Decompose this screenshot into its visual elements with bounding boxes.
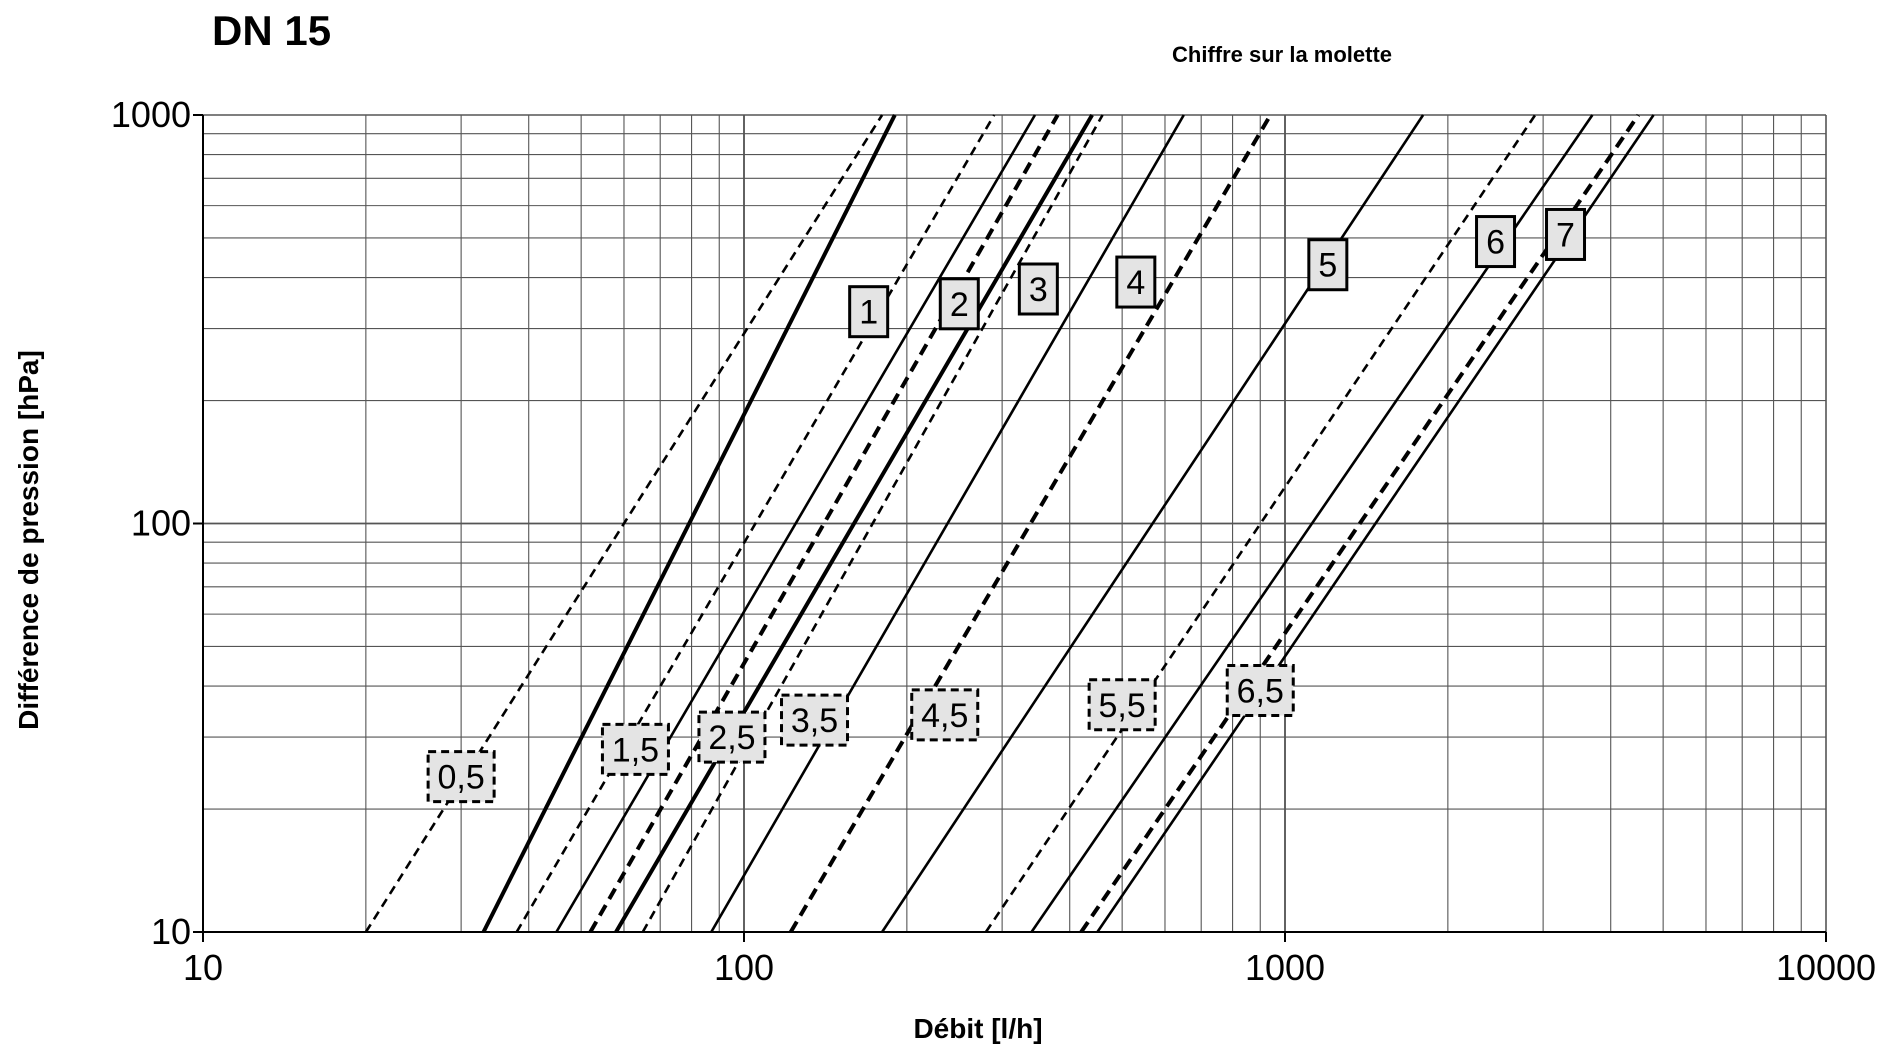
series-label-text: 3	[1029, 271, 1048, 309]
series-line-2	[555, 114, 1037, 933]
y-tick-label: 1000	[111, 94, 191, 135]
series-label-3-5: 3,5	[780, 693, 850, 747]
series-label-box	[910, 688, 980, 742]
series-label-text: 4	[1126, 264, 1145, 302]
series-label-1: 1	[848, 285, 890, 339]
series-label-box	[697, 710, 767, 764]
series-label-4-5: 4,5	[910, 688, 980, 742]
series-label-text: 3,5	[791, 702, 838, 740]
y-axis-label: Différence de pression [hPa]	[13, 350, 44, 730]
series-label-box	[1115, 255, 1157, 309]
series-label-0-5: 0,5	[426, 750, 496, 804]
series-label-box	[1475, 215, 1517, 269]
series-label-box	[426, 750, 496, 804]
series-label-text: 1	[859, 294, 878, 332]
series-label-6: 6	[1475, 215, 1517, 269]
series-label-2-5: 2,5	[697, 710, 767, 764]
series-label-3: 3	[1017, 262, 1059, 316]
series-label-text: 0,5	[437, 759, 484, 797]
series-label-4: 4	[1115, 255, 1157, 309]
series-label-text: 1,5	[612, 731, 659, 769]
series-label-box	[938, 277, 980, 331]
x-tick-label: 100	[714, 947, 774, 988]
series-label-2: 2	[938, 277, 980, 331]
x-tick-label: 10	[183, 947, 223, 988]
series-label-text: 4,5	[921, 697, 968, 735]
x-tick-label: 1000	[1245, 947, 1325, 988]
series-label-text: 7	[1556, 216, 1575, 254]
series-line-2-5	[588, 114, 1060, 933]
series-label-5: 5	[1307, 238, 1349, 292]
series-line-3-5	[641, 114, 1104, 933]
series-line-0-5	[364, 114, 884, 933]
y-tick-label: 10	[151, 911, 191, 952]
series-label-text: 6,5	[1237, 673, 1284, 711]
series-label-box	[848, 285, 890, 339]
series-label-text: 6	[1486, 224, 1505, 262]
series-label-1-5: 1,5	[600, 722, 670, 776]
chart-title: DN 15	[212, 7, 331, 54]
series-label-box	[1225, 664, 1295, 718]
series-label-box	[780, 693, 850, 747]
series-label-box	[1017, 262, 1059, 316]
ticks: 10 100 1000 10000 10 100 1000	[111, 94, 1876, 988]
series-line-4-5	[788, 113, 1273, 934]
series-label-text: 5,5	[1099, 687, 1146, 725]
series-line-1-5	[515, 114, 996, 933]
series-label-6-5: 6,5	[1225, 664, 1295, 718]
series-label-7: 7	[1545, 207, 1587, 261]
series-labels: 0,5 1 1,5 2 2,5 3 3,5 4 4,5 5 5,5 6 6,5 7	[426, 207, 1587, 804]
series-label-box	[1307, 238, 1349, 292]
chart-subtitle: Chiffre sur la molette	[1172, 42, 1392, 67]
series-line-1	[481, 114, 897, 933]
series-label-box	[600, 722, 670, 776]
x-tick-label: 10000	[1776, 947, 1876, 988]
grid	[202, 114, 1827, 933]
series-label-box	[1087, 678, 1157, 732]
series-label-text: 2	[950, 286, 969, 324]
x-axis-label: Débit [l/h]	[913, 1013, 1042, 1044]
series-label-text: 5	[1318, 247, 1337, 285]
series-label-box	[1545, 207, 1587, 261]
series-line-3	[614, 113, 1094, 934]
series-label-text: 2,5	[708, 719, 755, 757]
series-line-4	[710, 114, 1185, 933]
series-label-5-5: 5,5	[1087, 678, 1157, 732]
y-tick-label: 100	[131, 503, 191, 544]
